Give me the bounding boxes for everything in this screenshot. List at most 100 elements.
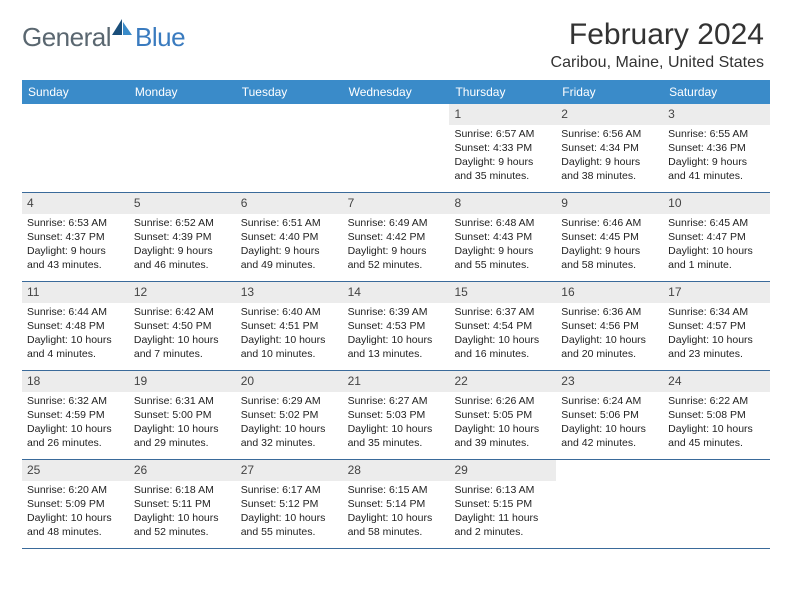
day-sr: Sunrise: 6:55 AM	[668, 128, 765, 141]
day-d2: and 49 minutes.	[241, 259, 338, 272]
day-ss: Sunset: 5:00 PM	[134, 409, 231, 422]
day-d2: and 52 minutes.	[134, 526, 231, 539]
day-d2: and 48 minutes.	[27, 526, 124, 539]
day-d1: Daylight: 10 hours	[241, 334, 338, 347]
day-ss: Sunset: 5:06 PM	[561, 409, 658, 422]
day-cell: 8Sunrise: 6:48 AMSunset: 4:43 PMDaylight…	[449, 193, 556, 281]
day-number: 28	[343, 460, 450, 481]
day-ss: Sunset: 5:03 PM	[348, 409, 445, 422]
day-body: Sunrise: 6:15 AMSunset: 5:14 PMDaylight:…	[343, 481, 450, 547]
day-d2: and 35 minutes.	[454, 170, 551, 183]
day-sr: Sunrise: 6:46 AM	[561, 217, 658, 230]
day-d1: Daylight: 10 hours	[134, 334, 231, 347]
day-d1: Daylight: 9 hours	[348, 245, 445, 258]
day-ss: Sunset: 4:50 PM	[134, 320, 231, 333]
week-row: 25Sunrise: 6:20 AMSunset: 5:09 PMDayligh…	[22, 460, 770, 549]
day-sr: Sunrise: 6:39 AM	[348, 306, 445, 319]
day-sr: Sunrise: 6:29 AM	[241, 395, 338, 408]
day-ss: Sunset: 4:59 PM	[27, 409, 124, 422]
day-number: 14	[343, 282, 450, 303]
day-body: Sunrise: 6:20 AMSunset: 5:09 PMDaylight:…	[22, 481, 129, 547]
day-ss: Sunset: 4:37 PM	[27, 231, 124, 244]
day-body: Sunrise: 6:48 AMSunset: 4:43 PMDaylight:…	[449, 214, 556, 280]
day-d1: Daylight: 9 hours	[668, 156, 765, 169]
day-number: 21	[343, 371, 450, 392]
day-body: Sunrise: 6:17 AMSunset: 5:12 PMDaylight:…	[236, 481, 343, 547]
day-d1: Daylight: 10 hours	[561, 334, 658, 347]
day-cell: 6Sunrise: 6:51 AMSunset: 4:40 PMDaylight…	[236, 193, 343, 281]
day-d1: Daylight: 9 hours	[27, 245, 124, 258]
day-ss: Sunset: 4:34 PM	[561, 142, 658, 155]
day-sr: Sunrise: 6:34 AM	[668, 306, 765, 319]
day-body: Sunrise: 6:31 AMSunset: 5:00 PMDaylight:…	[129, 392, 236, 458]
day-body: Sunrise: 6:57 AMSunset: 4:33 PMDaylight:…	[449, 125, 556, 191]
day-sr: Sunrise: 6:37 AM	[454, 306, 551, 319]
day-number: 25	[22, 460, 129, 481]
day-d2: and 7 minutes.	[134, 348, 231, 361]
day-d2: and 43 minutes.	[27, 259, 124, 272]
day-d1: Daylight: 10 hours	[454, 423, 551, 436]
day-cell: 22Sunrise: 6:26 AMSunset: 5:05 PMDayligh…	[449, 371, 556, 459]
day-body: Sunrise: 6:37 AMSunset: 4:54 PMDaylight:…	[449, 303, 556, 369]
day-body: Sunrise: 6:55 AMSunset: 4:36 PMDaylight:…	[663, 125, 770, 191]
day-d2: and 55 minutes.	[454, 259, 551, 272]
day-header-sun: Sunday	[22, 80, 129, 104]
day-sr: Sunrise: 6:27 AM	[348, 395, 445, 408]
day-header-sat: Saturday	[663, 80, 770, 104]
day-d2: and 42 minutes.	[561, 437, 658, 450]
day-d1: Daylight: 10 hours	[348, 512, 445, 525]
day-number: 2	[556, 104, 663, 125]
day-cell: 9Sunrise: 6:46 AMSunset: 4:45 PMDaylight…	[556, 193, 663, 281]
day-cell: 20Sunrise: 6:29 AMSunset: 5:02 PMDayligh…	[236, 371, 343, 459]
day-body: Sunrise: 6:53 AMSunset: 4:37 PMDaylight:…	[22, 214, 129, 280]
day-d2: and 10 minutes.	[241, 348, 338, 361]
day-ss: Sunset: 4:54 PM	[454, 320, 551, 333]
day-sr: Sunrise: 6:15 AM	[348, 484, 445, 497]
day-sr: Sunrise: 6:44 AM	[27, 306, 124, 319]
day-ss: Sunset: 5:14 PM	[348, 498, 445, 511]
day-d1: Daylight: 9 hours	[241, 245, 338, 258]
day-body: Sunrise: 6:46 AMSunset: 4:45 PMDaylight:…	[556, 214, 663, 280]
month-title: February 2024	[551, 18, 764, 52]
day-body: Sunrise: 6:39 AMSunset: 4:53 PMDaylight:…	[343, 303, 450, 369]
day-d2: and 39 minutes.	[454, 437, 551, 450]
day-d2: and 16 minutes.	[454, 348, 551, 361]
day-sr: Sunrise: 6:48 AM	[454, 217, 551, 230]
day-cell: 28Sunrise: 6:15 AMSunset: 5:14 PMDayligh…	[343, 460, 450, 548]
day-ss: Sunset: 5:02 PM	[241, 409, 338, 422]
week-row: 4Sunrise: 6:53 AMSunset: 4:37 PMDaylight…	[22, 193, 770, 282]
day-cell: .	[22, 104, 129, 192]
day-cell: 16Sunrise: 6:36 AMSunset: 4:56 PMDayligh…	[556, 282, 663, 370]
day-body: Sunrise: 6:52 AMSunset: 4:39 PMDaylight:…	[129, 214, 236, 280]
day-d2: and 58 minutes.	[348, 526, 445, 539]
title-block: February 2024 Caribou, Maine, United Sta…	[551, 18, 764, 72]
day-ss: Sunset: 5:05 PM	[454, 409, 551, 422]
day-sr: Sunrise: 6:52 AM	[134, 217, 231, 230]
day-d2: and 35 minutes.	[348, 437, 445, 450]
day-cell: 5Sunrise: 6:52 AMSunset: 4:39 PMDaylight…	[129, 193, 236, 281]
day-body: Sunrise: 6:26 AMSunset: 5:05 PMDaylight:…	[449, 392, 556, 458]
day-cell: 24Sunrise: 6:22 AMSunset: 5:08 PMDayligh…	[663, 371, 770, 459]
day-ss: Sunset: 4:43 PM	[454, 231, 551, 244]
day-number: 22	[449, 371, 556, 392]
day-cell: .	[343, 104, 450, 192]
day-d1: Daylight: 10 hours	[27, 334, 124, 347]
day-cell: 13Sunrise: 6:40 AMSunset: 4:51 PMDayligh…	[236, 282, 343, 370]
logo-text-general: General	[22, 22, 111, 53]
day-number: 26	[129, 460, 236, 481]
day-ss: Sunset: 4:51 PM	[241, 320, 338, 333]
day-cell: .	[663, 460, 770, 548]
day-number: 23	[556, 371, 663, 392]
location: Caribou, Maine, United States	[551, 54, 764, 72]
day-sr: Sunrise: 6:32 AM	[27, 395, 124, 408]
day-body: Sunrise: 6:45 AMSunset: 4:47 PMDaylight:…	[663, 214, 770, 280]
day-d2: and 32 minutes.	[241, 437, 338, 450]
day-body: Sunrise: 6:13 AMSunset: 5:15 PMDaylight:…	[449, 481, 556, 547]
day-body: Sunrise: 6:34 AMSunset: 4:57 PMDaylight:…	[663, 303, 770, 369]
day-d1: Daylight: 9 hours	[134, 245, 231, 258]
day-ss: Sunset: 4:42 PM	[348, 231, 445, 244]
day-number: 27	[236, 460, 343, 481]
week-row: 11Sunrise: 6:44 AMSunset: 4:48 PMDayligh…	[22, 282, 770, 371]
day-d2: and 41 minutes.	[668, 170, 765, 183]
day-ss: Sunset: 4:47 PM	[668, 231, 765, 244]
